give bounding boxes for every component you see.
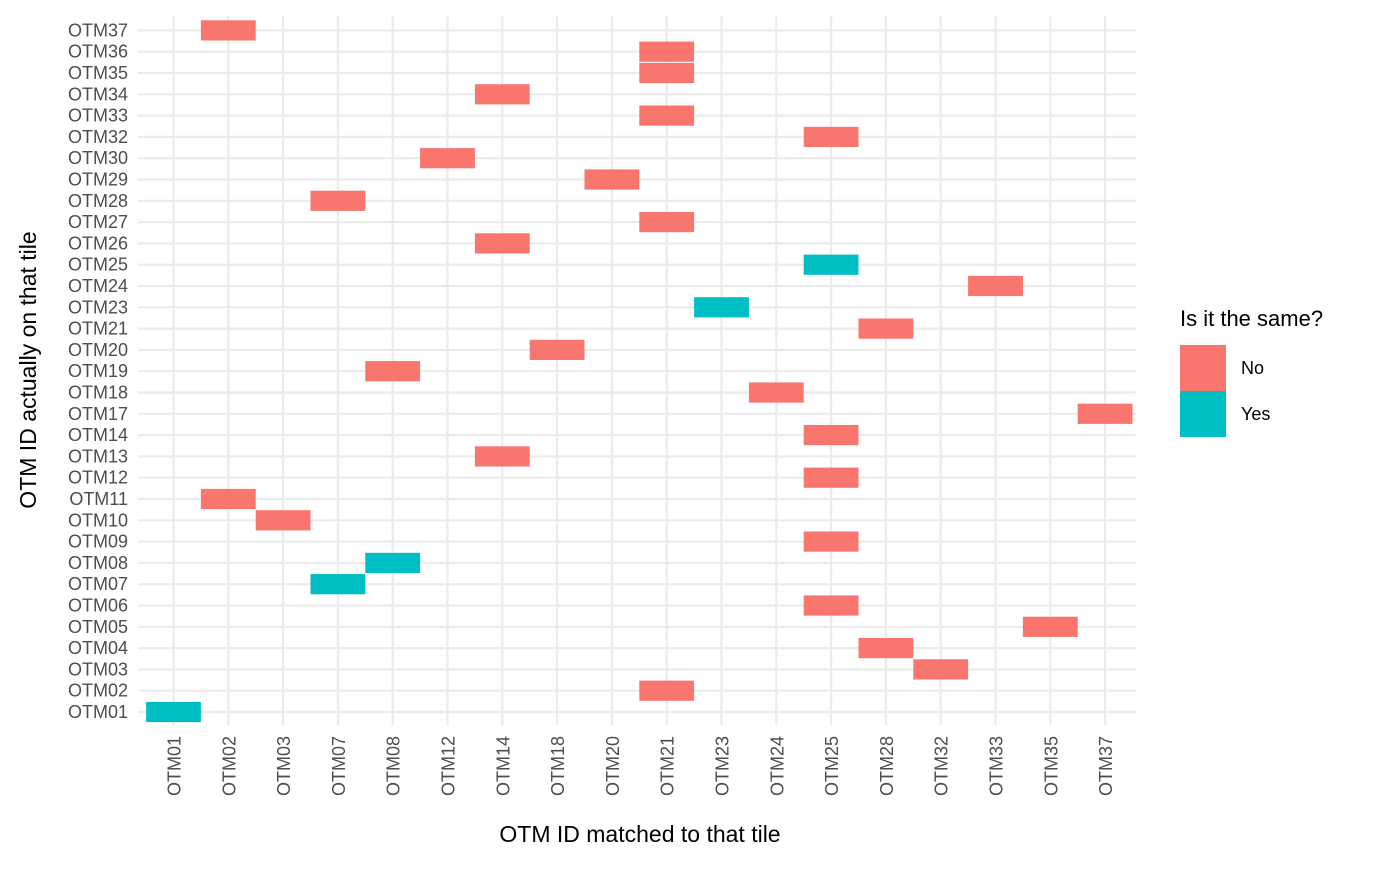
y-tick-label-otm29: OTM29 (68, 170, 128, 190)
tile-otm21-otm28 (858, 318, 914, 339)
y-tick-label-otm21: OTM21 (68, 319, 128, 339)
tile-otm04-otm28 (858, 638, 914, 659)
x-tick-label-otm21: OTM21 (658, 736, 678, 796)
y-tick-label-otm01: OTM01 (68, 702, 128, 722)
y-tick-label-otm12: OTM12 (68, 468, 128, 488)
x-tick-label-otm37: OTM37 (1096, 736, 1116, 796)
y-axis-tick-labels: OTM01OTM02OTM03OTM04OTM05OTM06OTM07OTM08… (68, 20, 128, 722)
legend: Is it the same? No Yes (1180, 306, 1323, 437)
x-tick-label-otm02: OTM02 (219, 736, 239, 796)
y-axis-title: OTM ID actually on that tile (15, 231, 41, 508)
y-tick-label-otm05: OTM05 (68, 617, 128, 637)
tile-otm29-otm20 (584, 169, 640, 190)
tile-otm07-otm07 (310, 574, 366, 595)
tile-otm37-otm02 (200, 20, 256, 41)
x-tick-label-otm12: OTM12 (439, 736, 459, 796)
x-tick-label-otm08: OTM08 (384, 736, 404, 796)
y-tick-label-otm33: OTM33 (68, 106, 128, 126)
tile-otm08-otm08 (365, 552, 421, 573)
x-tick-label-otm14: OTM14 (493, 736, 513, 796)
y-tick-label-otm34: OTM34 (68, 84, 128, 104)
y-tick-label-otm08: OTM08 (68, 553, 128, 573)
tile-otm35-otm21 (639, 62, 695, 84)
y-tick-label-otm09: OTM09 (68, 532, 128, 552)
x-axis-title: OTM ID matched to that tile (499, 821, 780, 847)
tile-otm05-otm35 (1022, 616, 1078, 637)
tiles (146, 20, 1133, 723)
y-tick-label-otm30: OTM30 (68, 148, 128, 168)
y-tick-label-otm35: OTM35 (68, 63, 128, 83)
y-tick-label-otm25: OTM25 (68, 255, 128, 275)
tile-otm23-otm23 (694, 297, 749, 318)
y-tick-label-otm20: OTM20 (68, 340, 128, 360)
tile-otm19-otm08 (365, 361, 421, 382)
tile-otm06-otm25 (803, 595, 859, 616)
legend-label-no: No (1241, 358, 1264, 378)
y-tick-label-otm14: OTM14 (68, 425, 128, 445)
y-tick-label-otm37: OTM37 (68, 20, 128, 40)
tile-otm02-otm21 (639, 680, 695, 701)
x-tick-label-otm20: OTM20 (603, 736, 623, 796)
tile-otm25-otm25 (803, 254, 859, 275)
x-tick-label-otm28: OTM28 (877, 736, 897, 796)
y-tick-label-otm10: OTM10 (68, 510, 128, 530)
y-tick-label-otm27: OTM27 (68, 212, 128, 232)
tile-otm20-otm18 (529, 339, 585, 360)
tile-otm10-otm03 (255, 510, 311, 531)
x-tick-label-otm24: OTM24 (767, 736, 787, 796)
tile-otm28-otm07 (310, 190, 366, 211)
tile-otm18-otm24 (748, 382, 804, 403)
x-tick-label-otm18: OTM18 (548, 736, 568, 796)
tile-otm11-otm02 (200, 488, 256, 510)
x-tick-label-otm03: OTM03 (274, 736, 294, 796)
y-tick-label-otm07: OTM07 (68, 574, 128, 594)
legend-key-yes (1180, 391, 1226, 437)
y-tick-label-otm26: OTM26 (68, 233, 128, 253)
x-tick-label-otm07: OTM07 (329, 736, 349, 796)
y-tick-label-otm32: OTM32 (68, 127, 128, 147)
x-tick-label-otm32: OTM32 (932, 736, 952, 796)
x-tick-label-otm01: OTM01 (165, 736, 185, 796)
legend-entries: No Yes (1180, 345, 1270, 437)
y-tick-label-otm06: OTM06 (68, 596, 128, 616)
legend-title: Is it the same? (1180, 306, 1323, 331)
y-tick-label-otm28: OTM28 (68, 191, 128, 211)
tile-otm34-otm14 (474, 84, 530, 105)
tile-otm32-otm25 (803, 126, 859, 147)
tile-otm33-otm21 (639, 105, 695, 126)
tile-otm01-otm01 (146, 701, 201, 723)
y-tick-label-otm19: OTM19 (68, 361, 128, 381)
tile-otm17-otm37 (1077, 403, 1133, 424)
y-tick-label-otm04: OTM04 (68, 638, 128, 658)
tile-otm36-otm21 (639, 41, 695, 62)
x-tick-label-otm25: OTM25 (822, 736, 842, 796)
x-axis-tick-labels: OTM01 OTM02 OTM03 OTM07 OTM08 OTM12 OTM14 OTM18… (165, 736, 1117, 796)
x-tick-label-otm33: OTM33 (987, 736, 1007, 796)
y-tick-label-otm03: OTM03 (68, 659, 128, 679)
y-tick-label-otm17: OTM17 (68, 404, 128, 424)
legend-key-no (1180, 345, 1226, 391)
tile-otm26-otm14 (474, 233, 530, 254)
y-tick-label-otm18: OTM18 (68, 383, 128, 403)
tile-otm09-otm25 (803, 531, 859, 552)
y-tick-label-otm24: OTM24 (68, 276, 128, 296)
grid-lines (138, 16, 1136, 725)
x-tick-label-otm35: OTM35 (1041, 736, 1061, 796)
legend-label-yes: Yes (1241, 404, 1270, 424)
y-tick-label-otm11: OTM11 (69, 489, 128, 509)
tile-otm27-otm21 (639, 212, 695, 233)
y-tick-label-otm13: OTM13 (68, 446, 128, 466)
tile-otm14-otm25 (803, 425, 859, 446)
tile-otm30-otm12 (420, 148, 475, 169)
y-tick-label-otm36: OTM36 (68, 42, 128, 62)
x-tick-label-otm23: OTM23 (713, 736, 733, 796)
y-tick-label-otm02: OTM02 (68, 681, 128, 701)
tile-otm13-otm14 (474, 446, 530, 467)
tile-otm24-otm33 (968, 275, 1023, 297)
tile-otm12-otm25 (803, 467, 859, 488)
tile-otm03-otm32 (913, 659, 969, 680)
y-tick-label-otm23: OTM23 (68, 297, 128, 317)
